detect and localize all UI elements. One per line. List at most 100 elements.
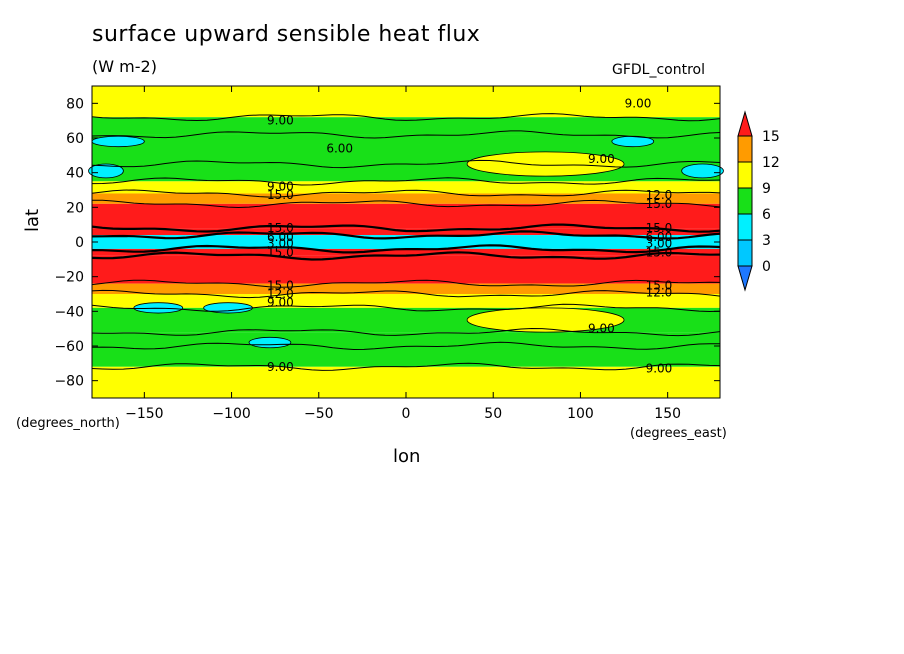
x-tick-label: 150 bbox=[654, 406, 681, 422]
contour-line bbox=[91, 223, 721, 233]
contour-line bbox=[91, 362, 721, 371]
contour-line bbox=[91, 130, 721, 139]
lat-band bbox=[92, 181, 720, 194]
x-tick-label: −100 bbox=[212, 406, 250, 422]
contour-label: 6.00 bbox=[646, 230, 673, 244]
lat-band bbox=[92, 117, 720, 135]
y-axis-units: (degrees_north) bbox=[16, 416, 120, 431]
x-tick-label: −150 bbox=[125, 406, 163, 422]
contour-line bbox=[91, 113, 721, 122]
contour-label: 15.0 bbox=[267, 245, 294, 259]
filled-contours bbox=[92, 86, 720, 398]
contour-label: 12.0 bbox=[267, 287, 294, 301]
contour-label: 12.0 bbox=[646, 285, 673, 299]
y-tick-label: −60 bbox=[54, 339, 84, 355]
x-tick-label: 0 bbox=[402, 406, 411, 422]
lat-band bbox=[92, 346, 720, 367]
colorbar-segment bbox=[737, 135, 753, 163]
chart-title: surface upward sensible heat flux bbox=[92, 22, 481, 47]
contour-label: 6.00 bbox=[326, 141, 353, 155]
contour-line bbox=[91, 177, 721, 186]
colorbar-tick-label: 0 bbox=[762, 259, 771, 275]
colorbar-segment bbox=[737, 187, 753, 215]
colorbar-segment bbox=[737, 213, 753, 241]
colorbar-arrow-top bbox=[737, 110, 753, 137]
x-tick-label: −50 bbox=[304, 406, 334, 422]
contour-label: 12.0 bbox=[646, 188, 673, 202]
colorbar-arrow-bottom bbox=[737, 265, 753, 292]
contour-line bbox=[91, 159, 721, 169]
dataset-label: GFDL_control bbox=[612, 62, 706, 78]
contour-label: 9.00 bbox=[588, 322, 615, 336]
lat-band bbox=[92, 248, 720, 256]
x-tick-label: 50 bbox=[484, 406, 502, 422]
contour-label: 9.00 bbox=[267, 296, 294, 310]
contour-label: 9.00 bbox=[267, 114, 294, 128]
contour-label: 9.00 bbox=[267, 360, 294, 374]
colorbar-segment bbox=[737, 161, 753, 189]
lat-band bbox=[92, 307, 720, 333]
contour-label: 15.0 bbox=[646, 197, 673, 211]
contour-label: 3.00 bbox=[267, 237, 294, 251]
low-flux-patch bbox=[681, 163, 724, 179]
contour-line bbox=[92, 199, 721, 209]
contour-label: 15.0 bbox=[646, 221, 673, 235]
colorbar-tick-label: 15 bbox=[762, 129, 780, 145]
lat-band bbox=[92, 332, 720, 346]
y-tick-label: 80 bbox=[66, 96, 84, 112]
contour-lines bbox=[91, 113, 721, 371]
x-axis-label: lon bbox=[393, 446, 421, 467]
y-axis: −80 −60 −40 −20 0 20 40 60 80 bbox=[54, 96, 720, 390]
colorbar: 0 3 6 9 12 15 bbox=[737, 110, 780, 292]
contour-features bbox=[88, 135, 724, 349]
y-tick-label: 20 bbox=[66, 200, 84, 216]
contour-line bbox=[91, 279, 721, 288]
y-tick-label: 60 bbox=[66, 131, 84, 147]
y-tick-label: −40 bbox=[54, 304, 84, 320]
chart-units: (W m-2) bbox=[92, 57, 157, 76]
lat-band bbox=[92, 283, 720, 294]
y-tick-label: 0 bbox=[75, 235, 84, 251]
lat-band bbox=[92, 294, 720, 308]
contour-line bbox=[91, 327, 721, 337]
contour-label: 15.0 bbox=[267, 278, 294, 292]
x-tick-label: 100 bbox=[567, 406, 594, 422]
colorbar-tick-label: 9 bbox=[762, 181, 771, 197]
lat-band bbox=[92, 203, 720, 229]
y-tick-label: 40 bbox=[66, 166, 84, 182]
lat-band bbox=[92, 235, 720, 249]
contour-label: 6.00 bbox=[267, 230, 294, 244]
contour-label: 9.00 bbox=[267, 180, 294, 194]
y-tick-label: −80 bbox=[54, 374, 84, 390]
x-axis: −150 −100 −50 0 50 100 150 bbox=[125, 86, 681, 422]
contour-line bbox=[91, 251, 721, 261]
low-flux-patch bbox=[248, 336, 292, 349]
high-flux-patch bbox=[466, 151, 625, 177]
contour-line bbox=[91, 289, 721, 299]
contour-label: 15.0 bbox=[646, 245, 673, 259]
contour-line bbox=[91, 303, 721, 313]
low-flux-patch bbox=[91, 135, 145, 148]
colorbar-segment bbox=[737, 239, 753, 267]
x-axis-units: (degrees_east) bbox=[630, 426, 727, 441]
colorbar-tick-label: 6 bbox=[762, 207, 771, 223]
low-flux-patch bbox=[88, 163, 124, 179]
contour-label: 15.0 bbox=[646, 278, 673, 292]
lat-band bbox=[92, 193, 720, 204]
contour-label: 15.0 bbox=[267, 188, 294, 202]
lat-band bbox=[92, 255, 720, 284]
contour-line bbox=[91, 230, 721, 240]
y-tick-label: −20 bbox=[54, 270, 84, 286]
contour-label: 3.00 bbox=[646, 237, 673, 251]
contour-line bbox=[91, 341, 721, 351]
contour-label: 9.00 bbox=[646, 362, 673, 376]
contour-label: 15.0 bbox=[267, 221, 294, 235]
contour-label: 9.00 bbox=[625, 96, 652, 110]
colorbar-tick-label: 3 bbox=[762, 233, 771, 249]
contour-label: 9.00 bbox=[588, 152, 615, 166]
high-flux-patch bbox=[466, 307, 625, 333]
contour-line bbox=[91, 244, 721, 254]
contour-line bbox=[91, 189, 721, 198]
